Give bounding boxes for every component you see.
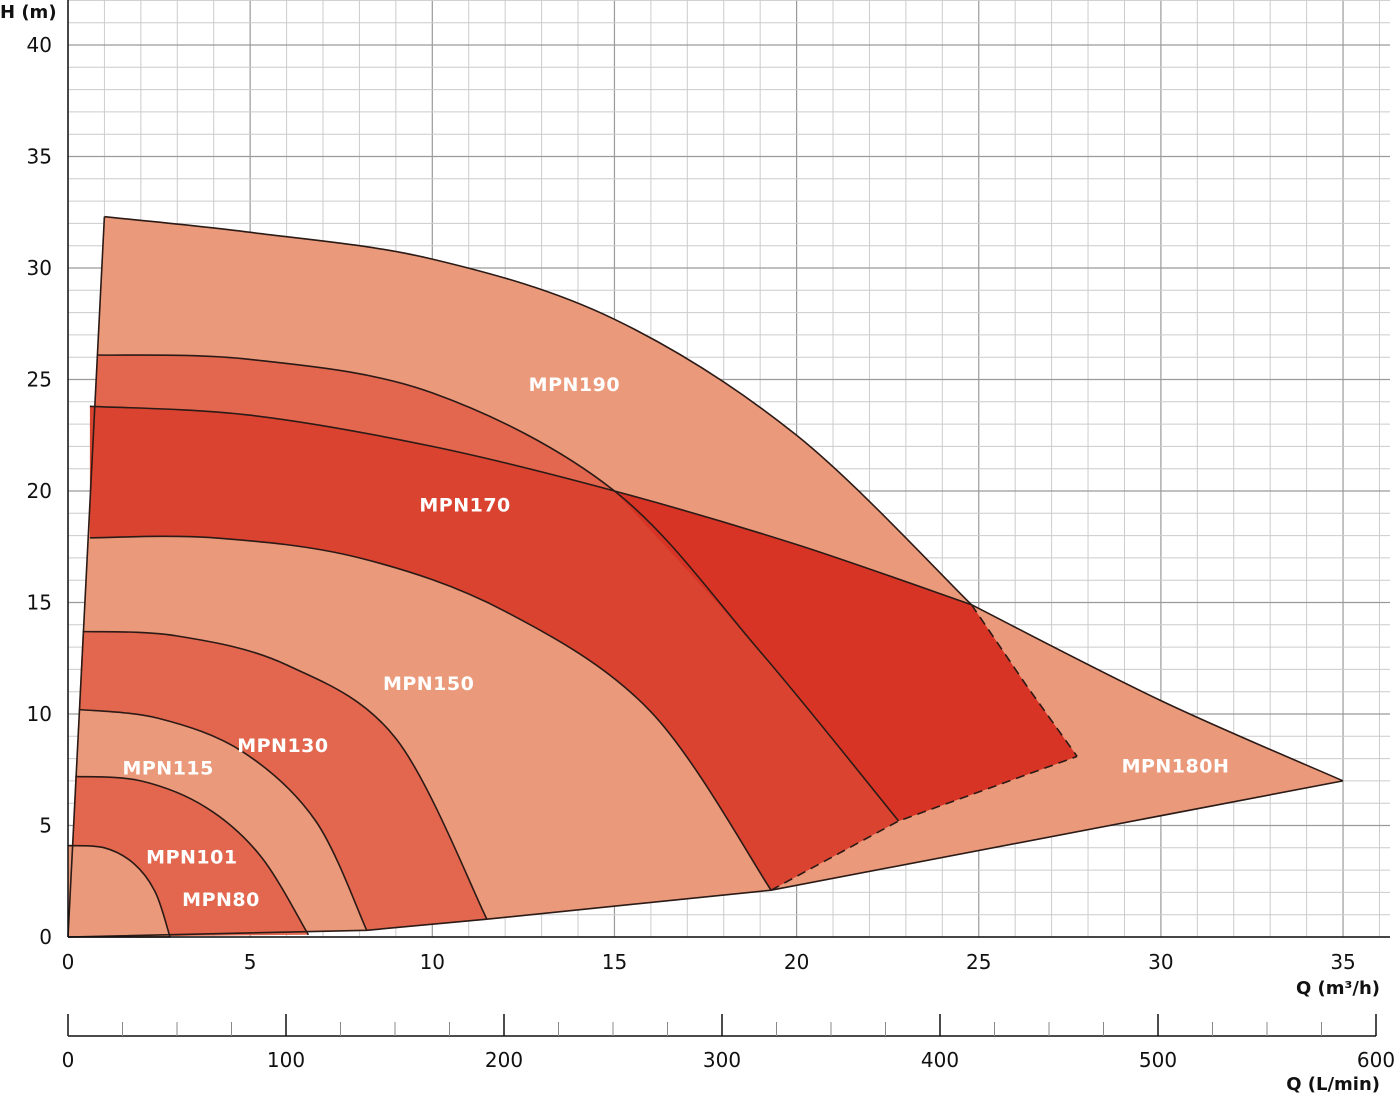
- x2-tick-label: 200: [485, 1048, 523, 1072]
- dashed-edge: [770, 755, 1078, 891]
- label-mpn190: MPN190: [529, 374, 620, 396]
- x-tick-label: 25: [966, 950, 991, 974]
- label-mpn150: MPN150: [383, 673, 474, 695]
- x2-tick-label: 500: [1139, 1048, 1177, 1072]
- x-axis-title: Q (m³/h): [1296, 978, 1380, 999]
- x-tick-label: 0: [62, 950, 75, 974]
- y-tick-label: 30: [27, 256, 52, 280]
- y-tick-label: 10: [27, 702, 52, 726]
- y-tick-label: 0: [39, 925, 52, 949]
- x-tick-label: 35: [1330, 950, 1355, 974]
- y-tick-label: 20: [27, 479, 52, 503]
- curve-mpn160: [97, 354, 900, 822]
- label-mpn170: MPN170: [419, 494, 510, 516]
- curve-mpn130: [82, 630, 488, 920]
- area-mpn80: [68, 845, 170, 937]
- area-fills: [68, 216, 1343, 937]
- curve-mpn115: [78, 708, 368, 931]
- y-axis-title: H (m): [0, 2, 57, 23]
- y-tick-label: 25: [27, 368, 52, 392]
- y-tick-label: 40: [27, 33, 52, 57]
- x2-axis-title: Q (L/min): [1286, 1074, 1380, 1093]
- curve-mpn101: [75, 775, 310, 936]
- x2-tick-label: 300: [703, 1048, 741, 1072]
- label-mpn130: MPN130: [237, 735, 328, 757]
- area-darkest: [614, 491, 1078, 821]
- label-mpn101: MPN101: [146, 847, 237, 869]
- curve-lines: [67, 215, 1344, 938]
- label-mpn115: MPN115: [122, 758, 213, 780]
- x-tick-label: 10: [420, 950, 445, 974]
- label-mpn80: MPN80: [182, 889, 260, 911]
- curve-mpn180h: [971, 603, 1344, 782]
- dashed-edge: [970, 604, 1078, 757]
- curve-mpn170: [89, 405, 972, 606]
- baseline-envelope: [67, 780, 1344, 938]
- x2-tick-label: 400: [921, 1048, 959, 1072]
- curve-labels: MPN80 MPN101 MPN115 MPN130 MPN150 MPN170 MPN19…: [122, 374, 1230, 911]
- left-envelope: [67, 216, 106, 938]
- x-tick-label: 20: [784, 950, 809, 974]
- y-tick-label: 5: [39, 814, 52, 838]
- x-tick-label: 15: [602, 950, 627, 974]
- x-tick-label: 30: [1148, 950, 1173, 974]
- x2-tick-label: 600: [1357, 1048, 1395, 1072]
- label-mpn180h: MPN180H: [1122, 755, 1230, 777]
- curve-mpn190: [104, 215, 973, 606]
- x2-tick-label: 0: [62, 1048, 75, 1072]
- curve-mpn80: [67, 844, 171, 938]
- curve-mpn150: [89, 535, 772, 891]
- y-tick-label: 15: [27, 591, 52, 615]
- y-tick-label: 35: [27, 145, 52, 169]
- area-mpn170: [89, 406, 1078, 891]
- x-tick-label: 5: [244, 950, 257, 974]
- x2-tick-label: 100: [267, 1048, 305, 1072]
